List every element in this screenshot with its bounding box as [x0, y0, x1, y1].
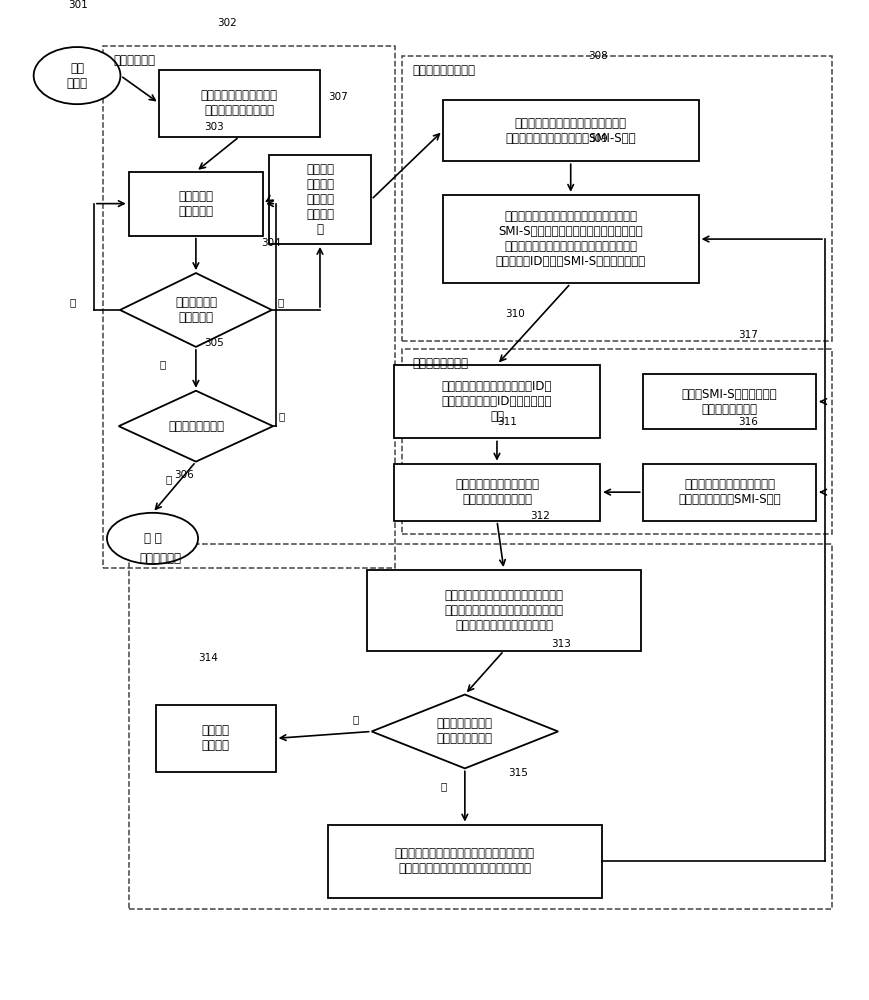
Text: 305: 305	[204, 338, 224, 348]
FancyBboxPatch shape	[394, 365, 600, 438]
Text: 分解所述转换公式中的采集项ID，
将具有相同采集项ID的采集项进行
归并: 分解所述转换公式中的采集项ID， 将具有相同采集项ID的采集项进行 归并	[441, 380, 552, 423]
Text: 否: 否	[353, 715, 359, 725]
Text: 306: 306	[174, 470, 194, 480]
Text: 311: 311	[497, 417, 517, 427]
FancyBboxPatch shape	[269, 155, 371, 244]
Text: 317: 317	[738, 330, 758, 340]
Text: 任务驱动模块: 任务驱动模块	[114, 54, 156, 67]
FancyBboxPatch shape	[442, 195, 699, 283]
Text: 结 束: 结 束	[143, 532, 162, 545]
Text: 313: 313	[552, 639, 572, 649]
FancyBboxPatch shape	[159, 70, 320, 137]
Text: 执行所述的采集方式采集监控数据并按自定义
格式转换数据，得到自定义格式的监控数据: 执行所述的采集方式采集监控数据并按自定义 格式转换数据，得到自定义格式的监控数据	[395, 847, 534, 875]
FancyBboxPatch shape	[643, 464, 816, 521]
Text: 否: 否	[70, 297, 76, 307]
Text: 按照转换公式对上述数据进行
运算、转换，得到SMI-S指标: 按照转换公式对上述数据进行 运算、转换，得到SMI-S指标	[678, 478, 781, 506]
Text: 否: 否	[277, 297, 283, 307]
Text: 否: 否	[279, 411, 285, 421]
Text: 314: 314	[198, 653, 218, 663]
Ellipse shape	[107, 513, 198, 564]
Text: 指标转换处理模块: 指标转换处理模块	[412, 357, 468, 370]
Text: 将所述SMI-S指标数据传送
到采集数据库存储: 将所述SMI-S指标数据传送 到采集数据库存储	[681, 388, 777, 416]
Polygon shape	[372, 695, 558, 768]
Text: 是: 是	[440, 781, 447, 791]
Text: 303: 303	[204, 122, 224, 132]
Text: 是: 是	[160, 360, 166, 370]
FancyBboxPatch shape	[129, 172, 263, 236]
Text: 获取所述采集任务，该任务中包括待
采集的存储设备类型标识和SMI-S指标: 获取所述采集任务，该任务中包括待 采集的存储设备类型标识和SMI-S指标	[506, 117, 636, 145]
FancyBboxPatch shape	[394, 464, 600, 521]
FancyBboxPatch shape	[156, 705, 275, 772]
Text: 判断是否可以成功
执行所述采集方式: 判断是否可以成功 执行所述采集方式	[437, 717, 493, 745]
Text: 308: 308	[588, 51, 607, 61]
Text: 304: 304	[261, 238, 281, 248]
Text: 307: 307	[328, 92, 348, 102]
FancyBboxPatch shape	[643, 374, 816, 429]
Ellipse shape	[34, 47, 121, 104]
Text: 是否退出任务执行: 是否退出任务执行	[168, 420, 224, 433]
Text: 302: 302	[217, 18, 237, 28]
Text: 从配置数据库加载所述采集方式的配置
信息和运行参数，并将归并后的采集项
作为相应的采集方式的配置参数: 从配置数据库加载所述采集方式的配置 信息和运行参数，并将归并后的采集项 作为相应…	[444, 589, 563, 632]
Text: 309: 309	[588, 134, 607, 144]
Text: 将所述到
期任务的
任务执行
计时器归
零: 将所述到 期任务的 任务执行 计时器归 零	[306, 163, 334, 236]
Text: 采集指标初始化模块: 采集指标初始化模块	[412, 64, 475, 77]
FancyBboxPatch shape	[368, 570, 640, 651]
Text: 判断各采集任
务是否到期: 判断各采集任 务是否到期	[175, 296, 217, 324]
Text: 301: 301	[69, 0, 88, 10]
Polygon shape	[119, 391, 273, 462]
Text: 基于归并后的采集项，归并
所述采集项的采集方式: 基于归并后的采集项，归并 所述采集项的采集方式	[455, 478, 539, 506]
Text: 312: 312	[530, 511, 550, 521]
Text: 根据所述采集任务中的存储设备类型标识和
SMI-S指标，从配置数据库加载存储设备类
型、存储设备的连接参数、以及用于将存储
设备采集项ID转换为SMI-S指标的: 根据所述采集任务中的存储设备类型标识和 SMI-S指标，从配置数据库加载存储设备…	[495, 210, 646, 268]
Text: 316: 316	[738, 417, 758, 427]
Text: 定期巡检采
集任务序列: 定期巡检采 集任务序列	[178, 190, 214, 218]
Text: 记录执行
失败日志: 记录执行 失败日志	[202, 724, 230, 752]
Text: 从配置数据库加载采集任
务，形成采集任务序列: 从配置数据库加载采集任 务，形成采集任务序列	[201, 89, 278, 117]
FancyBboxPatch shape	[442, 100, 699, 161]
Text: 315: 315	[508, 768, 528, 778]
Polygon shape	[120, 273, 272, 347]
Text: 启动
转换器: 启动 转换器	[67, 62, 88, 90]
FancyBboxPatch shape	[328, 825, 601, 898]
Text: 是: 是	[165, 474, 171, 484]
Text: 采集执行模块: 采集执行模块	[140, 552, 182, 565]
Text: 310: 310	[506, 309, 526, 319]
